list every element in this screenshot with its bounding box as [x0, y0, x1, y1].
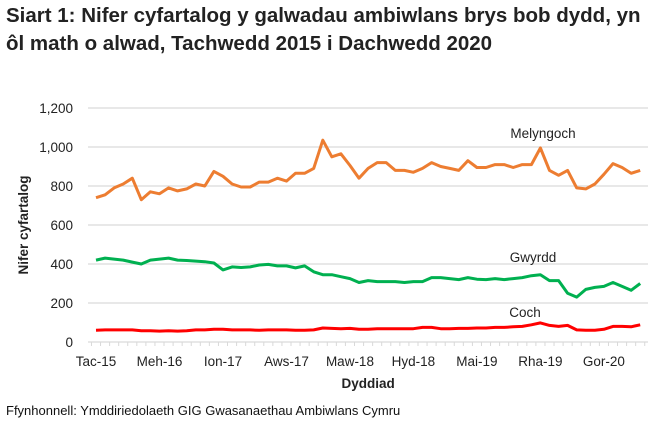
x-tick-label: Meh-16: [137, 354, 183, 369]
y-tick-label: 200: [50, 296, 73, 311]
chart-title: Siart 1: Nifer cyfartalog y galwadau amb…: [6, 4, 641, 55]
x-tick-label: Maw-18: [326, 354, 374, 369]
y-tick-label: 400: [50, 257, 73, 272]
y-tick-label: 600: [50, 218, 73, 233]
x-tick-label: Mai-19: [456, 354, 497, 369]
series-line-melyngoch: [95, 138, 641, 202]
series-line-gwyrdd: [95, 256, 642, 299]
x-tick-label: Tac-15: [76, 354, 117, 369]
y-tick-label: 0: [65, 335, 73, 350]
y-tick-label: 1,200: [39, 101, 73, 116]
series-label-gwyrdd: Gwyrdd: [510, 250, 557, 265]
source-note: Ffynhonnell: Ymddiriedolaeth GIG Gwasana…: [6, 403, 401, 418]
x-tick-label: Gor-20: [583, 354, 625, 369]
y-tick-label: 1,000: [39, 140, 73, 155]
x-tick-label: Ion-17: [204, 354, 242, 369]
x-tick-label: Rha-19: [518, 354, 562, 369]
series-label-melyngoch: Melyngoch: [510, 126, 575, 141]
y-axis-title: Nifer cyfartalog: [16, 175, 31, 274]
series-label-coch: Coch: [509, 305, 541, 320]
x-tick-label: Aws-17: [264, 354, 309, 369]
x-axis-title: Dyddiad: [341, 376, 394, 391]
y-tick-label: 800: [50, 179, 73, 194]
series-line-coch: [95, 321, 641, 333]
x-tick-label: Hyd-18: [392, 354, 436, 369]
